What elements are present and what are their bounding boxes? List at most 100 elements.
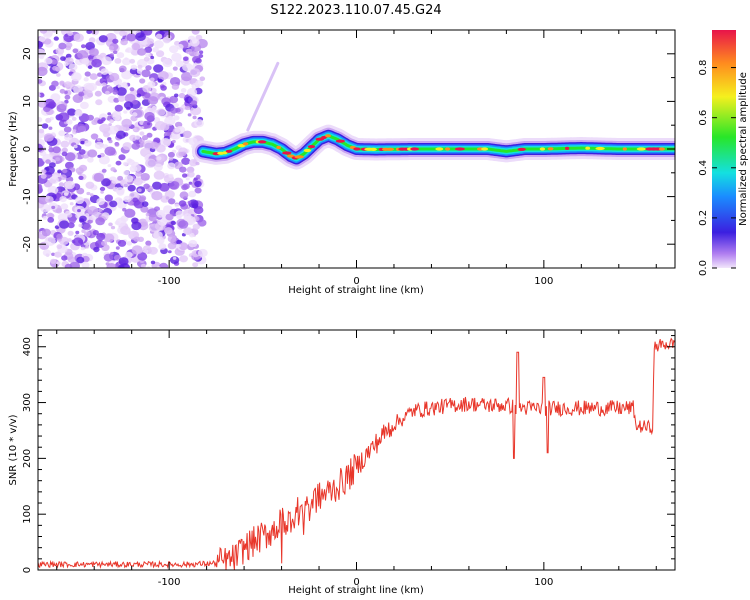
noise-speck (148, 214, 158, 222)
noise-speck (103, 233, 115, 243)
noise-speck (60, 140, 70, 148)
noise-speck (98, 35, 108, 43)
noise-speck (70, 72, 82, 82)
noise-speck (137, 48, 147, 56)
noise-speck (184, 96, 193, 104)
noise-speck (87, 149, 98, 158)
noise-speck (62, 168, 68, 174)
noise-speck (181, 71, 193, 82)
colorbar-tick-label: 0.8 (698, 60, 709, 76)
noise-speck (199, 76, 206, 81)
noise-speck (122, 57, 131, 66)
noise-speck (107, 125, 119, 135)
noise-speck (97, 154, 102, 158)
noise-speck (122, 142, 133, 151)
noise-speck (72, 48, 79, 54)
noise-speck (85, 42, 95, 51)
noise-speck (137, 252, 148, 261)
noise-speck (64, 57, 74, 65)
noise-speck (68, 217, 76, 224)
noise-speck (97, 137, 101, 142)
noise-speck (51, 80, 59, 87)
noise-speck (174, 93, 179, 98)
noise-speck (61, 147, 68, 153)
noise-speck (155, 33, 163, 39)
noise-speck (75, 196, 85, 205)
ridge-peak (445, 147, 451, 151)
noise-speck (190, 100, 198, 106)
noise-speck (76, 256, 85, 264)
noise-speck (162, 58, 173, 68)
noise-speck (160, 138, 172, 147)
ridge-peak (282, 151, 292, 155)
noise-speck (69, 261, 80, 268)
noise-speck (113, 97, 120, 103)
noise-speck (131, 43, 141, 51)
noise-speck (124, 251, 133, 259)
noise-speck (38, 184, 43, 190)
noise-speck (145, 241, 152, 247)
noise-speck (192, 115, 197, 120)
noise-speck (195, 174, 201, 179)
noise-speck (89, 73, 98, 80)
noise-speck (74, 109, 83, 117)
noise-speck (196, 38, 208, 49)
noise-speck (160, 85, 167, 91)
noise-speck (169, 45, 179, 54)
noise-speck (55, 157, 60, 162)
ridge-peak (369, 147, 377, 151)
snr-frame (37, 329, 676, 571)
noise-speck (51, 252, 56, 256)
noise-speck (43, 133, 54, 142)
noise-speck (129, 58, 136, 64)
snr-ytick-label: 300 (22, 393, 33, 412)
noise-speck (71, 116, 77, 121)
noise-speck (109, 72, 120, 82)
ridge-peak (454, 147, 465, 151)
spectrogram-ytick-label: 10 (22, 95, 33, 108)
colorbar-tick-label: 0.0 (698, 260, 709, 276)
noise-speck (140, 263, 147, 268)
noise-speck (101, 240, 108, 246)
noise-speck (112, 38, 119, 44)
noise-speck (129, 165, 138, 173)
noise-speck (172, 256, 177, 260)
noise-speck (52, 30, 57, 33)
noise-speck (56, 85, 60, 89)
colorbar-gradient (712, 30, 736, 268)
noise-speck (114, 58, 122, 64)
noise-speck (101, 168, 107, 173)
noise-speck (81, 229, 86, 234)
noise-speck (187, 88, 198, 97)
noise-speck (147, 208, 159, 218)
noise-speck (182, 130, 192, 138)
noise-speck (153, 170, 165, 180)
noise-speck (188, 181, 193, 185)
noise-speck (175, 210, 184, 218)
noise-speck (139, 78, 146, 84)
noise-speck (96, 232, 106, 241)
noise-speck (131, 221, 142, 231)
noise-speck (174, 203, 180, 208)
noise-speck (38, 143, 44, 152)
noise-speck (109, 119, 114, 124)
noise-speck (145, 213, 150, 217)
noise-speck (189, 68, 201, 78)
noise-speck (58, 187, 63, 192)
noise-speck (123, 195, 132, 203)
noise-speck (118, 257, 129, 266)
noise-speck (187, 200, 192, 204)
spectrogram-ytick-label: 0 (22, 146, 33, 152)
noise-speck (100, 190, 104, 194)
noise-speck (167, 235, 177, 243)
noise-speck (108, 139, 113, 144)
noise-speck (54, 251, 62, 258)
noise-speck (188, 159, 198, 167)
ridge-peak (225, 149, 233, 153)
noise-speck (61, 151, 68, 157)
noise-speck (78, 175, 84, 180)
ridge-peak (276, 145, 281, 150)
noise-speck (44, 236, 56, 246)
ridge-peak (595, 146, 605, 151)
noise-speck (116, 52, 125, 59)
